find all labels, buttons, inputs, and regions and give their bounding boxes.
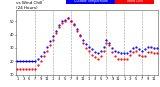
Text: Outdoor Temperature: Outdoor Temperature xyxy=(74,0,108,3)
Text: Milwaukee Weather
Outdoor Temperature
vs Wind Chill
(24 Hours): Milwaukee Weather Outdoor Temperature vs… xyxy=(16,0,60,10)
Text: Wind Chill: Wind Chill xyxy=(127,0,143,3)
